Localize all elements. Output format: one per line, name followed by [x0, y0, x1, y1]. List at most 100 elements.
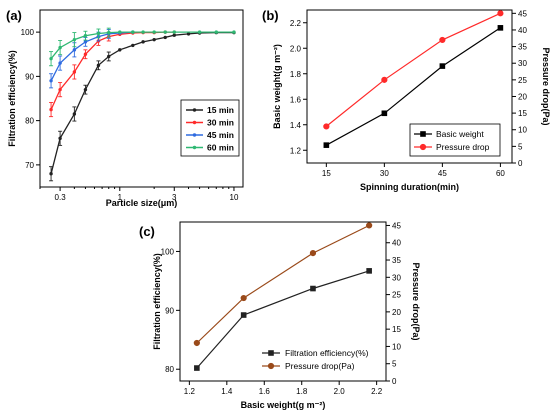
panel-c-y2tick-label: 10: [392, 342, 401, 351]
legend-entry: 15 min: [207, 105, 234, 115]
series-Pressure-drop-Pa-: [193, 222, 373, 347]
panel-a-xtick-label: 10: [230, 193, 239, 202]
legend-marker: [192, 108, 197, 112]
series-line: [196, 224, 370, 344]
panel-c-xtick-label: 1.2: [184, 387, 196, 396]
data-point: [309, 250, 317, 257]
panel-b-y2label: Pressure drop(Pa): [541, 47, 550, 125]
data-point: [439, 63, 446, 69]
panel-a-xtick-label: 0.3: [55, 193, 67, 202]
data-point: [107, 30, 111, 35]
data-point: [107, 54, 111, 59]
data-point: [152, 37, 156, 42]
panel-b-ytick-label: 2.2: [290, 19, 302, 28]
data-point: [49, 56, 53, 61]
data-point: [323, 142, 330, 148]
series-line: [325, 12, 501, 127]
panel-c-xtick-label: 1.6: [259, 387, 271, 396]
data-point: [240, 294, 247, 302]
panel-a-label: (a): [6, 8, 22, 23]
data-point: [152, 30, 156, 34]
legend-marker: [192, 120, 197, 125]
legend-entry: 60 min: [207, 143, 234, 153]
panel-c-xlabel: Basic weight(g m⁻²): [241, 400, 326, 410]
panel-b-ylabel: Basic weight(g m⁻²): [272, 44, 282, 129]
panel-c-xtick-label: 2.2: [371, 387, 383, 396]
panel-a-ytick-label: 80: [25, 117, 34, 126]
legend-entry: Basic weight: [436, 129, 484, 139]
panel-c: (c) 1.2 1.4 1.6 1.8 2.0 2.2 80 90 100 0 5 10 15 20 25 30…: [139, 221, 421, 410]
panel-b-xtick-label: 60: [496, 169, 505, 178]
panel-c-y2tick-label: 35: [392, 256, 401, 265]
data-point: [96, 31, 101, 36]
panel-b-label: (b): [262, 8, 279, 23]
panel-b-frame: [306, 9, 513, 164]
data-point: [323, 123, 330, 130]
series-line: [50, 31, 234, 174]
data-point: [118, 30, 122, 34]
panel-a-xlabel: Particle size(μm): [106, 198, 178, 208]
series-line: [50, 31, 234, 60]
data-point: [366, 268, 372, 274]
data-point: [72, 48, 77, 52]
panel-c-y2tick-label: 40: [392, 239, 401, 248]
data-point: [58, 61, 62, 65]
panel-a-ytick-label: 70: [25, 161, 34, 170]
data-point: [72, 112, 77, 116]
series-Basic-weight: [323, 25, 504, 148]
panel-c-y2tick-label: 45: [392, 221, 401, 230]
panel-c-frame: [179, 221, 387, 382]
data-point: [131, 30, 135, 34]
data-point: [83, 52, 88, 56]
panel-c-y2tick-label: 30: [392, 273, 401, 282]
panel-b-xlabel: Spinning duration(min): [360, 182, 459, 192]
data-point: [58, 136, 62, 141]
panel-a-xtick-label: 1: [118, 193, 123, 202]
series-60-min: [49, 27, 236, 67]
panel-c-ytick-label: 80: [165, 365, 174, 374]
data-point: [141, 30, 145, 34]
panel-c-ytick-label: 90: [165, 306, 174, 315]
legend-marker: [420, 131, 426, 137]
panel-b-xtick-label: 45: [438, 169, 447, 178]
legend-entry: Pressure drop: [436, 142, 490, 152]
data-point: [497, 25, 504, 31]
panel-b-legend: Basic weight Pressure drop: [409, 123, 501, 157]
data-point: [83, 87, 88, 92]
data-point: [193, 339, 200, 347]
legend-entry: 30 min: [207, 118, 234, 128]
panel-a-ytick-label: 100: [21, 28, 35, 37]
panel-c-xtick-label: 1.4: [221, 387, 233, 396]
data-point: [232, 30, 236, 34]
data-point: [131, 43, 135, 48]
data-point: [58, 87, 62, 92]
data-point: [118, 48, 122, 52]
panel-a-legend: 15 min 30 min 45 min 60 min: [180, 99, 240, 157]
data-point: [96, 63, 101, 68]
data-point: [439, 36, 446, 44]
panel-c-y2label: Pressure drop(Pa): [411, 262, 421, 340]
series-line: [50, 31, 175, 110]
panel-b-ytick-label: 1.2: [290, 146, 302, 155]
data-point: [83, 33, 88, 38]
series-line: [196, 270, 370, 369]
panel-b-ytick-label: 1.6: [290, 95, 302, 104]
panel-b-xtick-label: 30: [380, 169, 389, 178]
legend-entry: 45 min: [207, 130, 234, 140]
legend-entry: Filtration efficiency(%): [285, 348, 369, 358]
legend-entry: Pressure drop(Pa): [285, 361, 355, 371]
panel-c-y2tick-label: 0: [392, 377, 397, 386]
data-point: [72, 70, 77, 74]
panel-c-xtick-label: 1.8: [296, 387, 308, 396]
panel-c-y2tick-label: 15: [392, 325, 401, 334]
series-line: [50, 31, 133, 82]
data-point: [49, 79, 53, 83]
series-Pressure-drop: [323, 10, 504, 130]
panel-c-y2tick-label: 25: [392, 291, 401, 300]
panel-b-y2tick-label: 40: [518, 26, 527, 35]
series-45-min: [49, 29, 135, 89]
panel-b-ytick-label: 2.0: [290, 44, 302, 53]
panel-c-ylabel: Filtration efficiency(%): [152, 253, 162, 350]
panel-a-xtick-label: 3: [172, 193, 177, 202]
